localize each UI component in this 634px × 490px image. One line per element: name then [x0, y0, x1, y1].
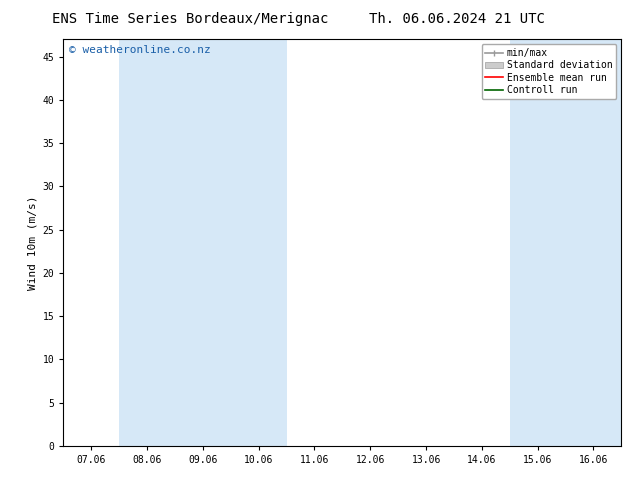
Y-axis label: Wind 10m (m/s): Wind 10m (m/s)	[27, 196, 37, 290]
Text: Th. 06.06.2024 21 UTC: Th. 06.06.2024 21 UTC	[368, 12, 545, 26]
Bar	[175, 39, 231, 446]
Legend: min/max, Standard deviation, Ensemble mean run, Controll run: min/max, Standard deviation, Ensemble me…	[482, 44, 616, 99]
Bar	[566, 39, 621, 446]
Bar	[510, 39, 566, 446]
Bar	[231, 39, 287, 446]
Bar	[119, 39, 175, 446]
Text: © weatheronline.co.nz: © weatheronline.co.nz	[69, 45, 210, 55]
Text: ENS Time Series Bordeaux/Merignac: ENS Time Series Bordeaux/Merignac	[52, 12, 328, 26]
